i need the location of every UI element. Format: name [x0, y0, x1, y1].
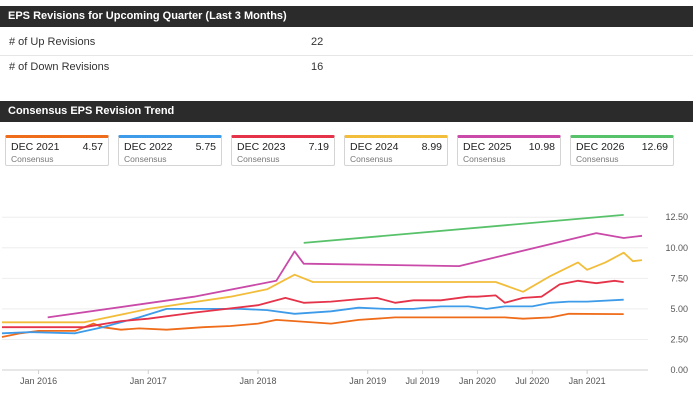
revisions-section-title: EPS Revisions for Upcoming Quarter (Last…	[0, 6, 693, 27]
up-revisions-label: # of Up Revisions	[9, 36, 96, 48]
series-line-dec-2024	[2, 251, 643, 324]
y-tick-label: 2.50	[670, 334, 688, 344]
card-dec-2023[interactable]: DEC 2023 7.19 Consensus	[231, 135, 335, 166]
x-tick-label: Jan 2016	[20, 376, 57, 386]
card-value: 4.57	[82, 141, 103, 153]
card-title: DEC 2026	[576, 141, 625, 153]
card-value: 5.75	[195, 141, 216, 153]
x-tick-label: Jan 2017	[130, 376, 167, 386]
y-tick-label: 0.00	[670, 365, 688, 375]
card-dec-2022[interactable]: DEC 2022 5.75 Consensus	[118, 135, 222, 166]
up-revisions-value: 22	[311, 36, 324, 48]
series-line-dec-2026	[303, 214, 624, 244]
x-tick-label: Jan 2021	[569, 376, 606, 386]
series-line-dec-2023	[2, 279, 624, 329]
y-tick-label: 12.50	[665, 212, 688, 222]
card-subtitle: Consensus	[350, 154, 393, 164]
y-tick-label: 7.50	[670, 273, 688, 283]
x-tick-label: Jan 2018	[239, 376, 276, 386]
card-value: 10.98	[528, 141, 555, 153]
series-line-dec-2021	[1, 312, 624, 338]
card-dec-2025[interactable]: DEC 2025 10.98 Consensus	[457, 135, 561, 166]
down-revisions-value: 16	[311, 61, 324, 73]
card-title: DEC 2025	[463, 141, 512, 153]
card-dec-2026[interactable]: DEC 2026 12.69 Consensus	[570, 135, 674, 166]
x-tick-label: Jan 2020	[459, 376, 496, 386]
up-revisions-row: # of Up Revisions 22	[0, 30, 693, 56]
eps-trend-chart: 0.00 2.50 5.00 7.50 10.00 12.50 Jan 2016 Jan 20…	[1, 212, 688, 386]
card-dec-2024[interactable]: DEC 2024 8.99 Consensus	[344, 135, 448, 166]
series-line-dec-2025	[47, 232, 643, 319]
card-dec-2021[interactable]: DEC 2021 4.57 Consensus	[5, 135, 109, 166]
card-title: DEC 2021	[11, 141, 60, 153]
card-value: 8.99	[421, 141, 442, 153]
trend-section-title: Consensus EPS Revision Trend	[0, 101, 693, 122]
y-tick-label: 10.00	[665, 243, 688, 253]
x-tick-label: Jan 2019	[349, 376, 386, 386]
y-tick-label: 5.00	[670, 304, 688, 314]
card-subtitle: Consensus	[576, 154, 619, 164]
down-revisions-row: # of Down Revisions 16	[0, 55, 693, 80]
x-tick-label: Jul 2019	[406, 376, 440, 386]
card-subtitle: Consensus	[11, 154, 54, 164]
consensus-cards: DEC 2021 4.57 Consensus DEC 2022 5.75 Co…	[5, 135, 688, 167]
card-title: DEC 2024	[350, 141, 399, 153]
series-line-dec-2022	[1, 298, 624, 335]
card-subtitle: Consensus	[124, 154, 167, 164]
card-subtitle: Consensus	[237, 154, 280, 164]
card-value: 12.69	[641, 141, 668, 153]
card-title: DEC 2023	[237, 141, 286, 153]
card-value: 7.19	[308, 141, 329, 153]
card-subtitle: Consensus	[463, 154, 506, 164]
down-revisions-label: # of Down Revisions	[9, 61, 110, 73]
x-tick-label: Jul 2020	[515, 376, 549, 386]
card-title: DEC 2022	[124, 141, 173, 153]
